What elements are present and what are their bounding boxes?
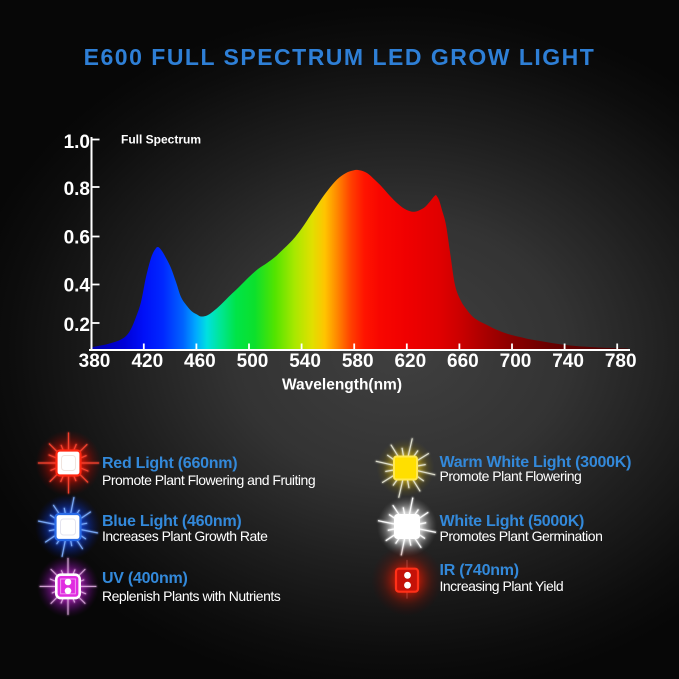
svg-text:700: 700: [500, 351, 532, 372]
svg-text:1.0: 1.0: [64, 132, 90, 153]
svg-text:460: 460: [184, 351, 216, 372]
svg-text:380: 380: [79, 351, 111, 372]
svg-text:0.4: 0.4: [64, 276, 91, 297]
svg-text:420: 420: [131, 351, 163, 372]
svg-text:580: 580: [342, 351, 374, 372]
svg-text:0.8: 0.8: [64, 179, 90, 200]
svg-text:540: 540: [289, 351, 321, 372]
svg-text:780: 780: [605, 351, 637, 372]
svg-text:740: 740: [552, 351, 584, 372]
svg-text:500: 500: [237, 351, 269, 372]
svg-text:Wavelength(nm): Wavelength(nm): [282, 377, 402, 394]
svg-text:0.6: 0.6: [64, 228, 90, 249]
svg-text:620: 620: [394, 351, 426, 372]
svg-text:660: 660: [447, 351, 479, 372]
svg-text:Full Spectrum: Full Spectrum: [121, 133, 201, 147]
svg-text:0.2: 0.2: [64, 315, 90, 336]
